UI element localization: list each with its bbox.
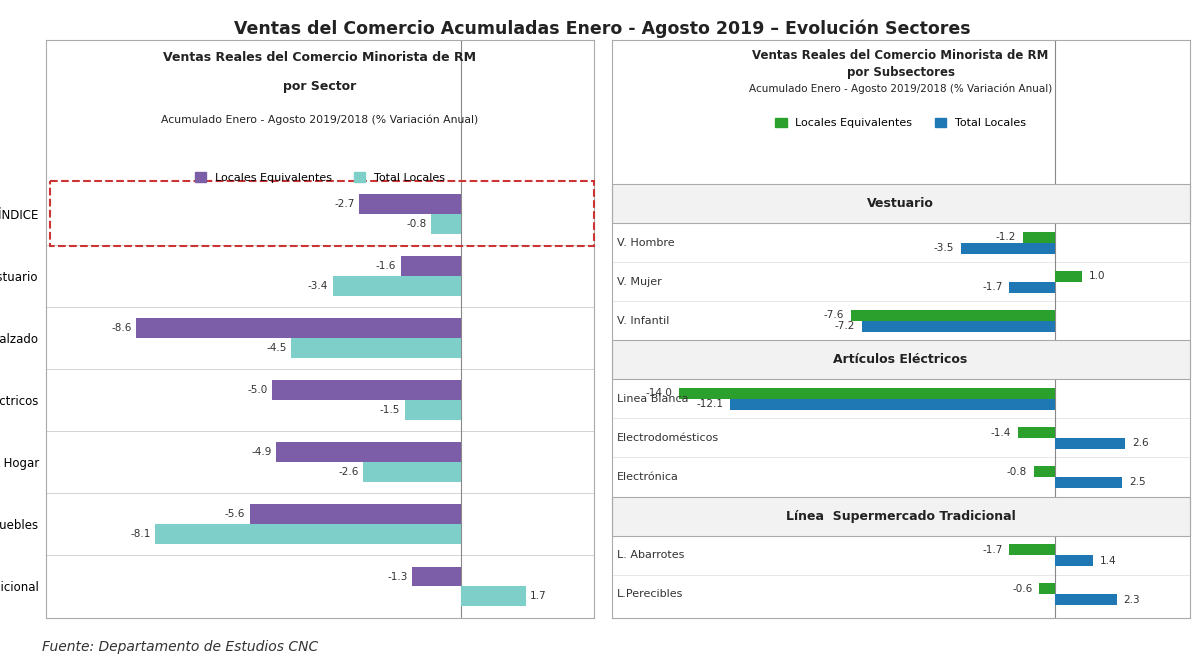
Bar [1009,544,1055,555]
Text: -7.6: -7.6 [824,310,844,321]
Text: -3.5: -3.5 [934,243,955,253]
Legend: Locales Equivalentes, Total Locales: Locales Equivalentes, Total Locales [195,173,444,183]
Bar [412,566,461,586]
Bar [961,243,1055,254]
Bar [1055,555,1093,566]
Text: V. Hombre: V. Hombre [616,238,674,248]
Bar [1017,427,1055,438]
Text: L. Abarrotes: L. Abarrotes [616,550,684,560]
Text: por Subsectores: por Subsectores [846,66,955,79]
Bar [401,256,461,276]
Text: -2.7: -2.7 [335,199,355,208]
Bar [851,310,1055,321]
Bar [272,380,461,400]
Bar [612,341,1190,379]
Text: -0.8: -0.8 [406,218,426,228]
Legend: Locales Equivalentes, Total Locales: Locales Equivalentes, Total Locales [775,118,1026,128]
Bar [431,214,461,234]
Bar [332,276,461,295]
Text: 2.3: 2.3 [1123,594,1140,604]
Text: 2.6: 2.6 [1132,438,1149,448]
Text: L.Perecibles: L.Perecibles [616,589,684,599]
Bar [1039,583,1055,594]
Text: Electrónica: Electrónica [616,472,679,482]
Text: -12.1: -12.1 [696,400,724,410]
Text: -2.6: -2.6 [338,467,359,477]
Text: -5.6: -5.6 [225,509,246,519]
Bar [1023,232,1055,243]
Text: -1.2: -1.2 [996,232,1016,242]
Bar [291,338,461,358]
Bar [276,442,461,462]
Text: -5.0: -5.0 [248,385,268,395]
Bar [679,388,1055,399]
Text: 1.7: 1.7 [530,592,547,602]
Text: 2.5: 2.5 [1129,477,1146,487]
Bar [1009,282,1055,293]
Text: Linea Blanca: Linea Blanca [616,394,689,404]
Text: 1.0: 1.0 [1088,272,1105,282]
Bar [612,497,1190,536]
Text: Acumulado Enero - Agosto 2019/2018 (% Variación Anual): Acumulado Enero - Agosto 2019/2018 (% Va… [749,83,1052,94]
Text: Vestuario: Vestuario [867,197,934,210]
Text: V. Mujer: V. Mujer [616,277,662,287]
Text: -3.4: -3.4 [308,281,329,291]
Bar [359,194,461,214]
Bar [612,185,1190,223]
Bar [136,318,461,338]
Bar [461,586,526,606]
Text: -0.8: -0.8 [1007,467,1027,477]
Bar [405,400,461,420]
Text: -8.6: -8.6 [112,323,132,333]
Bar [1055,594,1117,605]
Text: Electrodomésticos: Electrodomésticos [616,433,719,443]
Text: Ventas del Comercio Acumuladas Enero - Agosto 2019 – Evolución Sectores: Ventas del Comercio Acumuladas Enero - A… [234,20,970,39]
Text: Ventas Reales del Comercio Minorista de RM: Ventas Reales del Comercio Minorista de … [164,51,476,64]
Bar [730,399,1055,410]
Text: -1.6: -1.6 [376,261,396,271]
Text: Ventas Reales del Comercio Minorista de RM: Ventas Reales del Comercio Minorista de … [752,48,1049,62]
Text: -1.4: -1.4 [991,428,1011,438]
Text: Línea  Supermercado Tradicional: Línea Supermercado Tradicional [786,509,1015,523]
Bar [249,505,461,525]
Bar [1034,466,1055,477]
Text: Artículos Eléctricos: Artículos Eléctricos [833,353,968,367]
Text: -4.9: -4.9 [252,448,272,457]
Bar [364,462,461,482]
Text: V. Infantil: V. Infantil [616,316,669,326]
Bar [862,321,1055,332]
Text: -4.5: -4.5 [266,343,287,353]
Bar [155,525,461,544]
Text: -1.5: -1.5 [379,405,400,415]
Text: -1.7: -1.7 [982,282,1003,292]
Bar [1055,438,1125,449]
Text: Acumulado Enero - Agosto 2019/2018 (% Variación Anual): Acumulado Enero - Agosto 2019/2018 (% Va… [161,115,478,125]
Text: -8.1: -8.1 [130,529,150,539]
Text: 1.4: 1.4 [1099,556,1116,566]
Text: -1.3: -1.3 [388,572,408,582]
Bar [1055,477,1122,488]
Text: -0.6: -0.6 [1013,584,1032,594]
Text: -14.0: -14.0 [645,388,672,398]
Text: por Sector: por Sector [283,80,356,93]
Text: Fuente: Departamento de Estudios CNC: Fuente: Departamento de Estudios CNC [42,640,318,654]
Text: -1.7: -1.7 [982,544,1003,554]
Bar [1055,271,1082,282]
Text: -7.2: -7.2 [834,321,855,331]
